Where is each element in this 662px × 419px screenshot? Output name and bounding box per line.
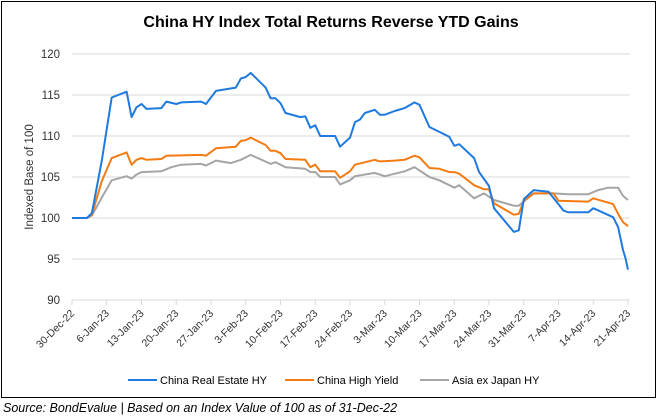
y-tick-label: 100 <box>41 213 60 225</box>
x-tick-label: 21-Apr-23 <box>592 308 634 350</box>
gridlines <box>72 53 630 301</box>
series-lines <box>72 71 629 270</box>
x-tick-label: 14-Apr-23 <box>557 308 599 350</box>
x-tick-label: 24-Feb-23 <box>312 308 355 351</box>
legend-label: Asia ex Japan HY <box>452 375 540 387</box>
y-tick-label: 120 <box>41 49 60 61</box>
y-tick-label: 115 <box>42 90 60 102</box>
legend: China Real Estate HY China High Yield Asia… <box>128 375 540 387</box>
x-tick-label: 27-Jan-23 <box>174 308 216 350</box>
y-tick-label: 95 <box>47 254 60 266</box>
y-axis-ticks: 90 95 100 105 110 115 120 <box>41 49 60 307</box>
y-tick-label: 110 <box>42 131 60 143</box>
line-chart: 90 95 100 105 110 115 120 30-Dec-226-Jan-2313-… <box>24 49 633 387</box>
y-tick-label: 105 <box>41 172 60 184</box>
series-line-china-high-yield <box>72 136 629 227</box>
series-line-china-real-estate-hy <box>72 71 629 270</box>
legend-label: China Real Estate HY <box>160 375 268 387</box>
y-tick-label: 90 <box>47 295 60 307</box>
legend-label: China High Yield <box>317 375 398 387</box>
y-axis-label: Indexed Base of 100 <box>24 124 36 230</box>
x-axis-ticks: 30-Dec-226-Jan-2313-Jan-2320-Jan-2327-Ja… <box>34 300 633 351</box>
source-note: Source: BondEvalue | Based on an Index V… <box>3 401 398 415</box>
x-tick-label: 30-Dec-22 <box>34 308 77 351</box>
series-line-asia-ex-japan-hy <box>72 153 629 219</box>
chart-title: China HY Index Total Returns Reverse YTD… <box>143 14 519 31</box>
x-tick-label: 31-Mar-23 <box>486 308 529 351</box>
chart-frame <box>1 1 656 398</box>
